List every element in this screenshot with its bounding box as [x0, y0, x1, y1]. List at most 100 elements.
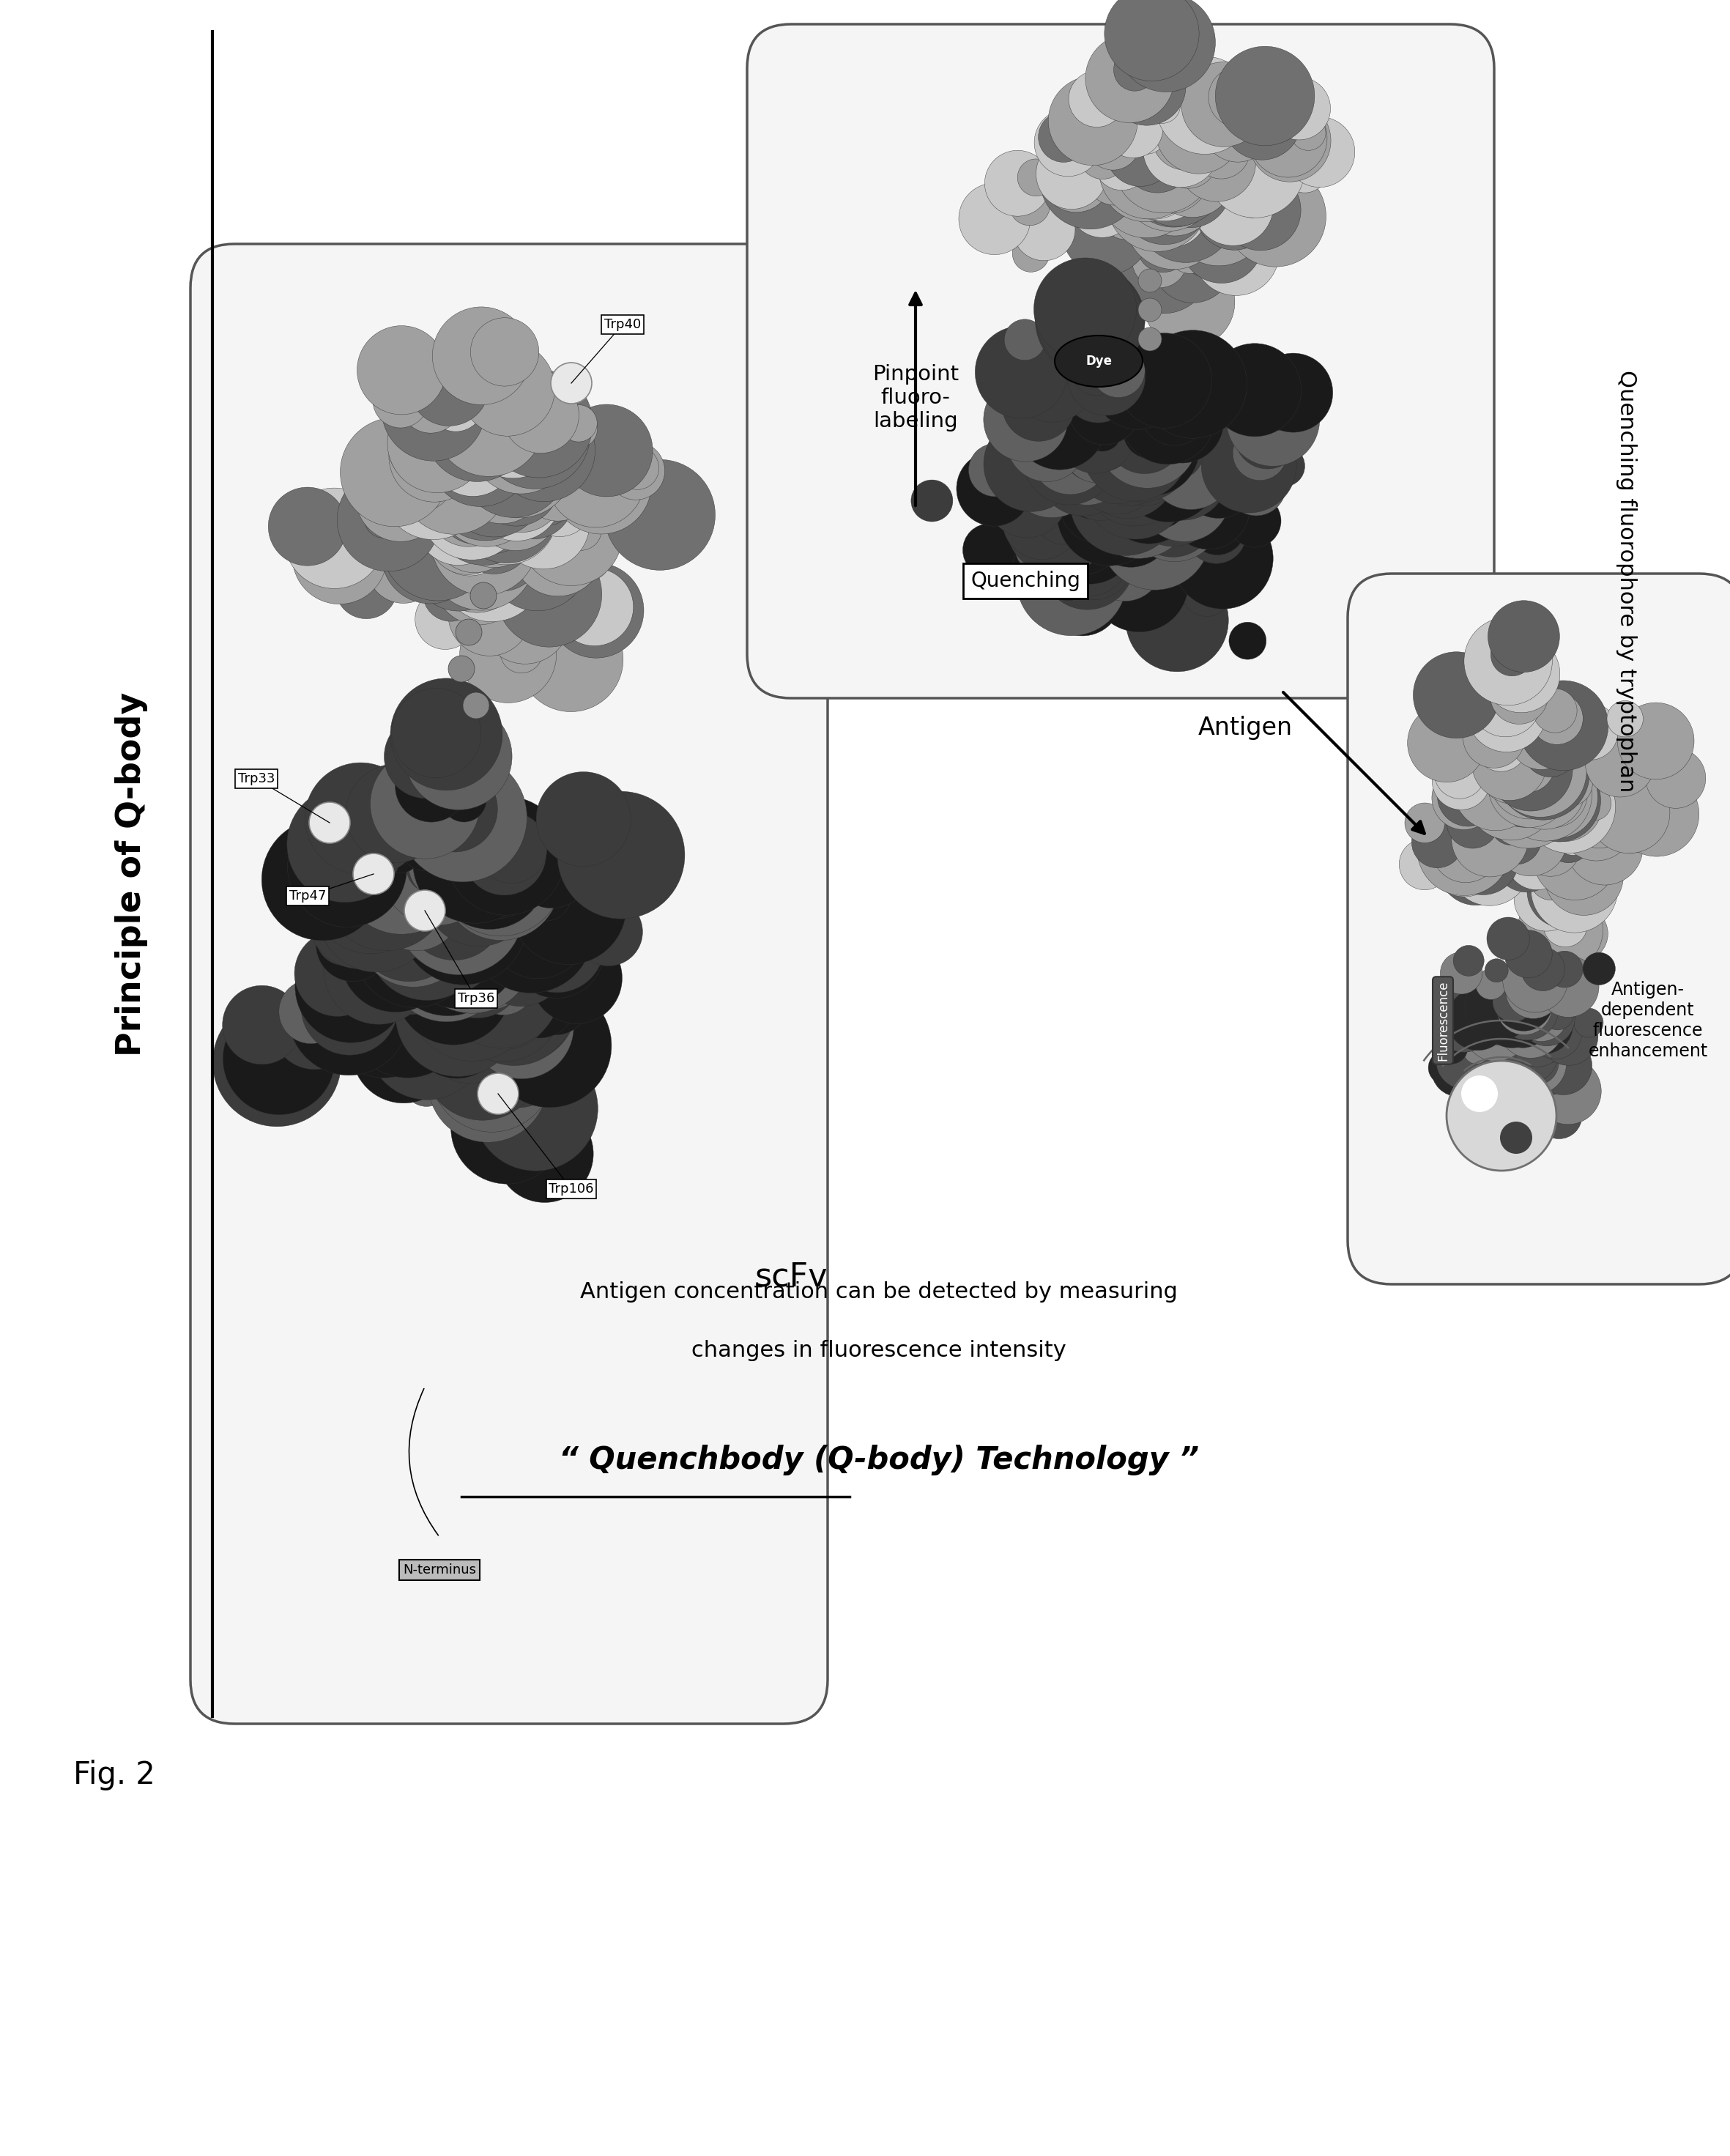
Circle shape	[1007, 401, 1086, 481]
Circle shape	[1400, 839, 1450, 890]
Circle shape	[1109, 190, 1156, 235]
Circle shape	[1083, 448, 1194, 558]
Circle shape	[1574, 1009, 1604, 1037]
Circle shape	[213, 998, 341, 1128]
Circle shape	[415, 589, 476, 649]
Circle shape	[405, 703, 512, 811]
Circle shape	[1531, 845, 1618, 934]
Circle shape	[396, 1011, 479, 1093]
Circle shape	[1124, 110, 1168, 155]
Circle shape	[417, 910, 491, 983]
Circle shape	[1149, 425, 1204, 479]
Circle shape	[1105, 119, 1175, 185]
Circle shape	[310, 802, 349, 843]
Circle shape	[1432, 990, 1495, 1052]
Circle shape	[1048, 75, 1138, 166]
Circle shape	[441, 821, 561, 940]
Circle shape	[377, 830, 422, 873]
Circle shape	[458, 407, 569, 517]
FancyBboxPatch shape	[190, 244, 827, 1725]
Circle shape	[413, 916, 464, 966]
Circle shape	[1047, 511, 1131, 595]
Circle shape	[407, 841, 458, 893]
Circle shape	[1067, 371, 1142, 444]
Circle shape	[1126, 455, 1220, 545]
Circle shape	[1097, 423, 1137, 464]
Circle shape	[400, 371, 462, 433]
Circle shape	[1126, 172, 1223, 270]
Circle shape	[1645, 748, 1706, 808]
Circle shape	[476, 1076, 531, 1132]
Circle shape	[1138, 448, 1230, 541]
Circle shape	[1161, 110, 1213, 162]
Circle shape	[384, 714, 467, 798]
Circle shape	[1138, 328, 1161, 351]
Circle shape	[377, 888, 424, 936]
Circle shape	[581, 479, 626, 524]
FancyBboxPatch shape	[747, 24, 1495, 699]
Circle shape	[1040, 140, 1112, 211]
Circle shape	[1090, 429, 1173, 511]
Circle shape	[1545, 862, 1609, 927]
Circle shape	[436, 446, 536, 548]
Circle shape	[464, 927, 517, 981]
Circle shape	[1140, 160, 1192, 211]
Circle shape	[1085, 144, 1145, 205]
Circle shape	[550, 433, 652, 535]
Text: Quenching fluorophore by tryptophan: Quenching fluorophore by tryptophan	[1616, 371, 1637, 791]
Circle shape	[398, 752, 528, 882]
Circle shape	[1453, 746, 1538, 830]
Circle shape	[1446, 796, 1498, 847]
Circle shape	[382, 498, 424, 541]
Circle shape	[432, 524, 521, 612]
Circle shape	[986, 515, 1069, 597]
Circle shape	[1233, 427, 1287, 481]
Circle shape	[1249, 99, 1330, 181]
Circle shape	[465, 410, 574, 517]
Circle shape	[408, 832, 476, 899]
Circle shape	[1495, 972, 1554, 1031]
Circle shape	[1417, 802, 1510, 895]
Circle shape	[1144, 86, 1180, 123]
Circle shape	[1036, 138, 1107, 209]
Circle shape	[1152, 103, 1220, 170]
Circle shape	[1111, 459, 1149, 496]
Circle shape	[1138, 330, 1247, 438]
Circle shape	[472, 953, 535, 1015]
Circle shape	[389, 890, 469, 970]
Circle shape	[1509, 772, 1541, 804]
Circle shape	[472, 481, 528, 537]
Circle shape	[379, 1033, 441, 1093]
Circle shape	[315, 908, 374, 966]
Circle shape	[1012, 235, 1050, 272]
Circle shape	[455, 461, 557, 565]
Circle shape	[336, 556, 398, 619]
Circle shape	[1097, 464, 1142, 509]
Circle shape	[1012, 198, 1074, 261]
Circle shape	[604, 459, 714, 569]
Circle shape	[1159, 129, 1218, 188]
Circle shape	[422, 949, 465, 992]
Circle shape	[443, 436, 545, 537]
Circle shape	[427, 375, 484, 431]
Circle shape	[1156, 522, 1194, 561]
Circle shape	[1147, 149, 1190, 190]
Circle shape	[426, 994, 514, 1082]
Circle shape	[1043, 561, 1097, 614]
Circle shape	[424, 505, 510, 591]
Circle shape	[441, 395, 484, 438]
Circle shape	[1036, 492, 1090, 543]
Circle shape	[1555, 819, 1592, 856]
Circle shape	[1528, 765, 1602, 841]
Circle shape	[1073, 347, 1121, 395]
Circle shape	[356, 453, 445, 541]
Circle shape	[1227, 373, 1320, 466]
Circle shape	[304, 763, 417, 873]
Circle shape	[1498, 992, 1529, 1022]
Circle shape	[1009, 185, 1050, 226]
Circle shape	[1031, 416, 1109, 494]
Circle shape	[1218, 196, 1256, 233]
Circle shape	[1206, 119, 1304, 218]
Circle shape	[469, 975, 574, 1078]
Text: Antigen concentration can be detected by measuring: Antigen concentration can be detected by…	[580, 1281, 1178, 1302]
